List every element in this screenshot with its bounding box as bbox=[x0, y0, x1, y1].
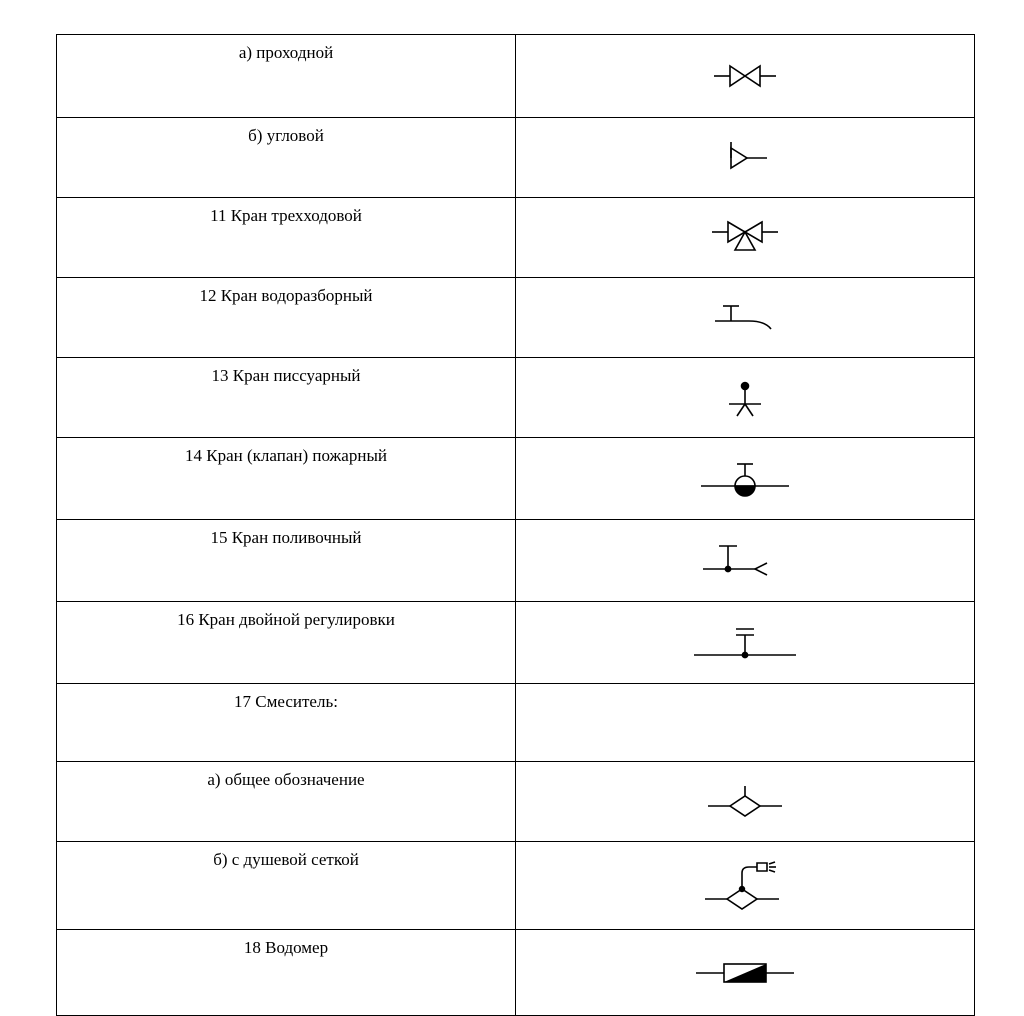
valve-double-reg-icon bbox=[516, 602, 975, 684]
table-row: б) угловой bbox=[57, 118, 975, 198]
row-label: 17 Смеситель: bbox=[57, 684, 516, 762]
table-row: 18 Водомер bbox=[57, 930, 975, 1016]
mixer-shower-icon bbox=[516, 842, 975, 930]
row-label: б) угловой bbox=[57, 118, 516, 198]
water-meter-icon bbox=[516, 930, 975, 1016]
tap-urinal-icon bbox=[516, 358, 975, 438]
table-row: 15 Кран поливочный bbox=[57, 520, 975, 602]
row-label: 14 Кран (клапан) пожарный bbox=[57, 438, 516, 520]
row-label: 16 Кран двойной регулировки bbox=[57, 602, 516, 684]
table-row: б) с душевой сеткой bbox=[57, 842, 975, 930]
table-row: 13 Кран писсуарный bbox=[57, 358, 975, 438]
valve-fire-icon bbox=[516, 438, 975, 520]
row-label: 11 Кран трехходовой bbox=[57, 198, 516, 278]
table-row: 12 Кран водоразборный bbox=[57, 278, 975, 358]
table-row: а) общее обозначение bbox=[57, 762, 975, 842]
table-row: а) проходной bbox=[57, 35, 975, 118]
row-label: а) проходной bbox=[57, 35, 516, 118]
row-label: а) общее обозначение bbox=[57, 762, 516, 842]
mixer-general-icon bbox=[516, 762, 975, 842]
table-row: 17 Смеситель: bbox=[57, 684, 975, 762]
symbols-table: а) проходной б) угловой 11 Кран трехходо… bbox=[56, 34, 975, 1016]
tap-draw-icon bbox=[516, 278, 975, 358]
row-label: 13 Кран писсуарный bbox=[57, 358, 516, 438]
table-row: 16 Кран двойной регулировки bbox=[57, 602, 975, 684]
row-label: 12 Кран водоразборный bbox=[57, 278, 516, 358]
tap-irrigation-icon bbox=[516, 520, 975, 602]
valve-through-icon bbox=[516, 35, 975, 118]
row-label: б) с душевой сеткой bbox=[57, 842, 516, 930]
table-row: 11 Кран трехходовой bbox=[57, 198, 975, 278]
row-label: 15 Кран поливочный bbox=[57, 520, 516, 602]
empty-cell bbox=[516, 684, 975, 762]
valve-angle-icon bbox=[516, 118, 975, 198]
table-row: 14 Кран (клапан) пожарный bbox=[57, 438, 975, 520]
row-label: 18 Водомер bbox=[57, 930, 516, 1016]
valve-3way-icon bbox=[516, 198, 975, 278]
